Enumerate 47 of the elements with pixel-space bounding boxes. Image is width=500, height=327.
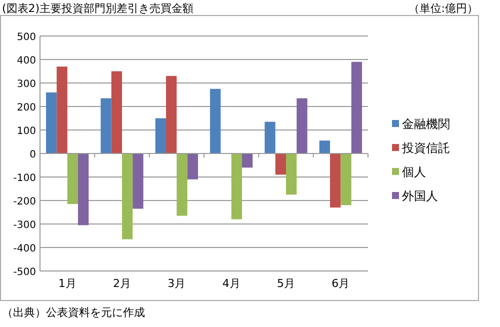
bar <box>275 154 286 175</box>
y-tick-label: 200 <box>16 102 36 114</box>
bar <box>319 140 330 154</box>
bar <box>78 154 89 226</box>
x-tick-label: 1月 <box>58 277 76 290</box>
y-tick-label: -500 <box>13 267 36 278</box>
bar <box>351 62 362 154</box>
legend-label: 金融機関 <box>402 117 450 131</box>
bar <box>100 98 112 154</box>
bar <box>46 92 57 154</box>
bar <box>67 154 78 204</box>
bar <box>187 154 198 180</box>
bar <box>296 98 308 154</box>
bar <box>231 154 242 220</box>
bar <box>166 76 177 154</box>
y-tick-label: 300 <box>16 79 36 90</box>
y-tick-label: 400 <box>16 56 36 66</box>
bar <box>242 154 253 168</box>
x-tick-label: 4月 <box>222 277 240 290</box>
chart-title: (図表2)主要投資部門別差引き売買金額 <box>2 2 194 15</box>
x-tick-label: 5月 <box>277 277 295 290</box>
y-tick-label: 100 <box>16 126 36 137</box>
legend-label: 外国人 <box>402 189 438 203</box>
x-tick-label: 6月 <box>332 277 350 290</box>
bar <box>122 154 133 240</box>
legend-label: 個人 <box>402 165 426 179</box>
bar <box>264 122 276 154</box>
text: （出典）公表資料を元に作成 <box>2 306 145 319</box>
bar <box>111 71 122 154</box>
bar <box>286 154 297 195</box>
text: （単位:億円） <box>408 2 478 15</box>
bar <box>210 88 221 154</box>
x-tick-label: 2月 <box>113 277 131 290</box>
y-tick-label: 0 <box>30 150 36 160</box>
y-tick-label: 500 <box>16 32 36 43</box>
legend-label: 投資信託 <box>401 141 450 155</box>
bar <box>56 66 68 154</box>
x-tick-label: 3月 <box>168 277 186 290</box>
bar <box>340 154 352 206</box>
y-tick-label: -100 <box>13 173 36 184</box>
bar <box>330 154 341 208</box>
bar <box>132 154 144 209</box>
bar <box>176 154 188 216</box>
y-tick-label: -400 <box>13 244 36 254</box>
bar <box>155 118 166 154</box>
y-tick-label: -200 <box>13 196 36 208</box>
y-tick-label: -300 <box>13 220 36 231</box>
